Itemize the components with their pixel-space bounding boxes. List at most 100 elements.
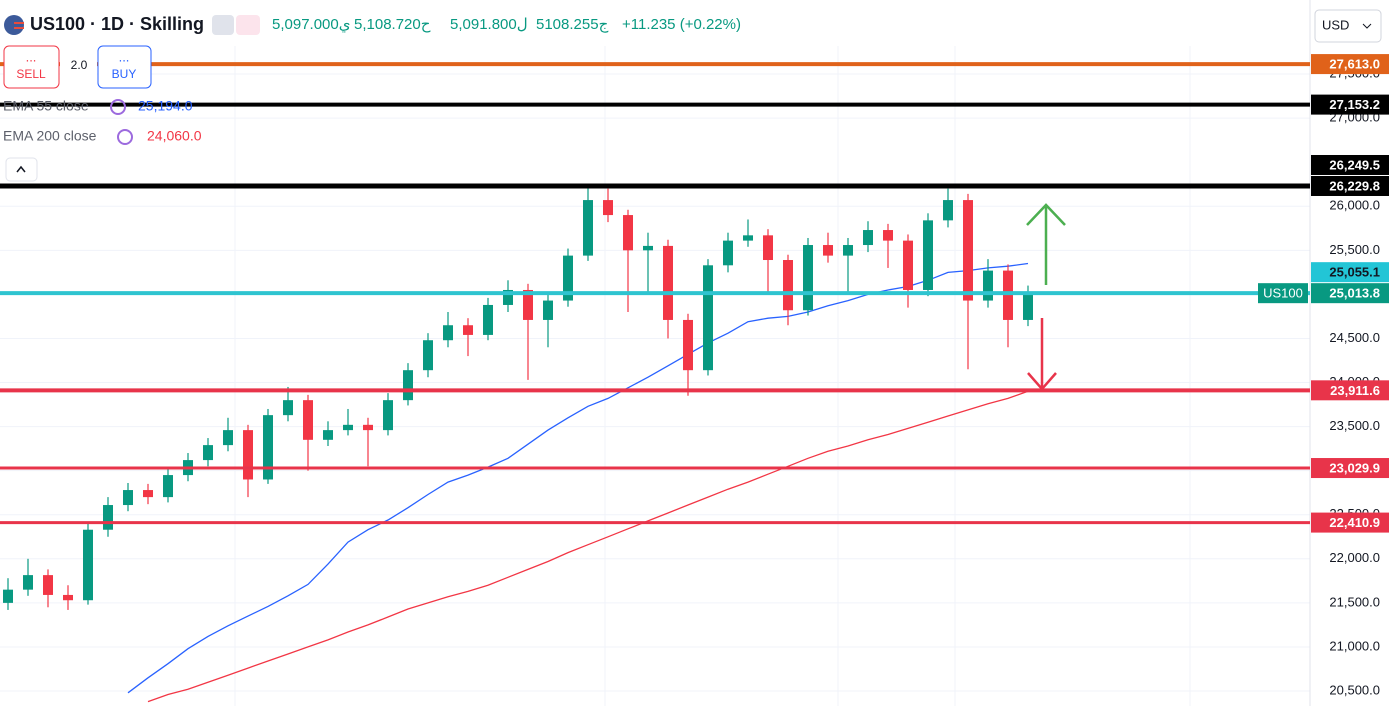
badge [212, 15, 234, 35]
level-label: 25,013.8 [1329, 286, 1380, 301]
level-label-bg [1311, 54, 1389, 75]
up-arrow-head [1026, 203, 1066, 226]
flag-icon [4, 15, 24, 35]
grid-layer [0, 0, 1310, 706]
candle-body [583, 200, 593, 256]
candle-body [103, 505, 113, 530]
legend-name: EMA 55 close [3, 98, 89, 114]
candle-body [623, 215, 633, 251]
y-tick-label: 24,500.0 [1329, 330, 1380, 345]
candle-body [883, 230, 893, 241]
y-tick-label: 25,500.0 [1329, 242, 1380, 257]
candle-body [443, 325, 453, 341]
price-axis-bg [1310, 0, 1390, 706]
sell-price: ... [26, 49, 37, 64]
level-label-bg [1311, 512, 1389, 533]
candle-body [243, 430, 253, 480]
candle-body [523, 289, 533, 320]
ema-line [147, 390, 1029, 703]
candle-body [343, 424, 353, 431]
candle-body [283, 400, 293, 416]
levels-layer: 22,410.9 23,029.9 23,911.6 25,013.8 US100 25,… [0, 54, 1389, 533]
y-tick-label: 26,000.0 [1329, 198, 1380, 213]
change-label: +11.235 (+0.22%) [622, 16, 741, 33]
badge [236, 15, 260, 35]
level-label-bg [1311, 94, 1389, 115]
level-label: 27,613.0 [1329, 57, 1380, 72]
y-tick-label: 21,000.0 [1329, 638, 1380, 653]
candle-body [843, 245, 853, 256]
qty-box[interactable] [60, 55, 97, 75]
level-label: 23,029.9 [1329, 460, 1380, 475]
candle-body [503, 289, 513, 305]
sell-label: SELL [16, 67, 46, 81]
candle-body [383, 400, 393, 431]
level-label-bg [1311, 154, 1389, 175]
level-label: 25,055.1 [1329, 265, 1380, 280]
buy-label: BUY [112, 67, 137, 81]
level-label-bg [1311, 175, 1389, 196]
level-label: 27,153.2 [1329, 97, 1380, 112]
candle-body [983, 270, 993, 301]
collapse-button[interactable] [5, 157, 38, 182]
candle-body [823, 245, 833, 256]
plot-layer [3, 184, 1033, 703]
level-label: 26,229.8 [1329, 178, 1380, 193]
legend-value: 25,194.0 [138, 98, 193, 114]
candle-body [43, 575, 53, 595]
candle-body [423, 340, 433, 371]
legend-icon [117, 129, 133, 145]
candle-body [563, 255, 573, 301]
candle-body [1003, 270, 1013, 320]
legend-name: EMA 200 close [3, 128, 97, 144]
flag-stripe [14, 22, 24, 24]
candle-body [543, 300, 553, 320]
y-tick-label: 20,500.0 [1329, 682, 1380, 697]
legend-value: 24,060.0 [147, 128, 202, 144]
level-label-bg [1311, 458, 1389, 479]
candle-body [363, 424, 373, 431]
candle-body [663, 245, 673, 320]
level-label: 23,911.6 [1330, 383, 1380, 398]
candle-body [643, 245, 653, 251]
candle-body [463, 325, 473, 335]
low-label: ل5,091.800 [450, 16, 528, 33]
chevron [1362, 23, 1372, 29]
candle-body [963, 200, 973, 301]
legend: EMA 55 close 25,194.0 EMA 200 close 24,060.… [3, 98, 202, 145]
currency-select[interactable] [1314, 9, 1382, 43]
collapse-icon [16, 165, 26, 173]
candle-body [123, 490, 133, 506]
open-label: ي5,097.000 [272, 16, 350, 34]
candle-body [203, 445, 213, 461]
level-label-bg [1311, 262, 1389, 283]
candle-body [923, 220, 933, 290]
candle-body [63, 594, 73, 601]
candle-body [223, 430, 233, 446]
buy-button[interactable] [97, 45, 152, 89]
candle-body [83, 529, 93, 601]
y-tick-label: 22,000.0 [1329, 550, 1380, 565]
candle-body [1023, 293, 1033, 320]
candle-body [783, 260, 793, 311]
sell-button[interactable] [3, 45, 60, 89]
candle-body [323, 430, 333, 440]
y-tick-label: 23,500.0 [1329, 418, 1380, 433]
candle-body [703, 265, 713, 371]
candle-body [403, 370, 413, 401]
y-tick-label: 21,500.0 [1329, 594, 1380, 609]
high-label: ح5,108.720 [354, 16, 431, 33]
candle-body [603, 200, 613, 216]
level-label: 22,410.9 [1329, 515, 1380, 530]
currency-label[interactable]: USD [1322, 17, 1349, 32]
legend-icon [110, 99, 126, 115]
candle-body [743, 235, 753, 241]
symbol-title[interactable]: US100 · 1D · Skilling [30, 14, 204, 34]
candle-body [723, 240, 733, 266]
candle-body [303, 400, 313, 440]
candle-body [263, 415, 273, 480]
candle-body [943, 200, 953, 221]
candle-body [903, 240, 913, 290]
